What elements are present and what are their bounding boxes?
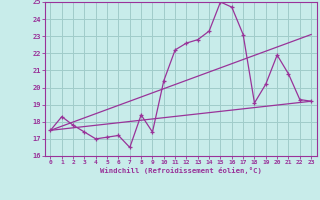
X-axis label: Windchill (Refroidissement éolien,°C): Windchill (Refroidissement éolien,°C) xyxy=(100,167,262,174)
